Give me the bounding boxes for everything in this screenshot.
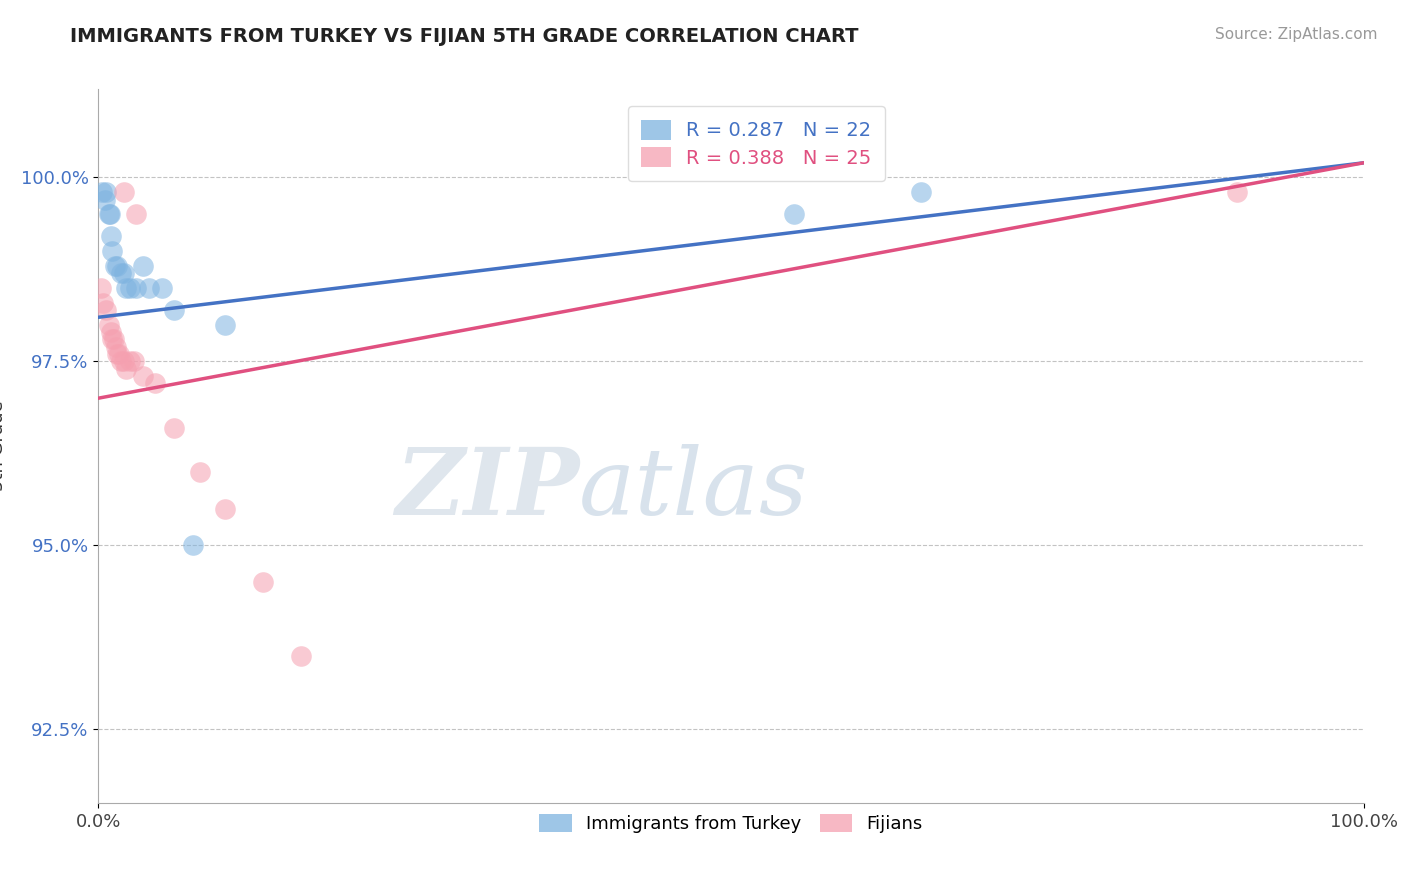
Text: ZIP: ZIP: [395, 444, 579, 533]
Point: [110, 354, 132, 368]
Point: [125, 207, 148, 221]
Point: [90, 281, 112, 295]
Point: [290, 648, 312, 663]
Point: [94, 302, 117, 317]
Text: IMMIGRANTS FROM TURKEY VS FIJIAN 5TH GRADE CORRELATION CHART: IMMIGRANTS FROM TURKEY VS FIJIAN 5TH GRA…: [70, 27, 859, 45]
Point: [100, 229, 122, 244]
Point: [107, 259, 129, 273]
Point: [93, 295, 115, 310]
Point: [112, 266, 135, 280]
Point: [112, 185, 135, 199]
Point: [910, 185, 932, 199]
Point: [97, 318, 120, 332]
Point: [97, 207, 120, 221]
Point: [120, 281, 141, 295]
Point: [94, 185, 117, 199]
Point: [101, 244, 124, 258]
Y-axis label: 5th Grade: 5th Grade: [0, 401, 7, 491]
Point: [125, 281, 148, 295]
Point: [105, 340, 128, 354]
Point: [783, 207, 806, 221]
Legend: Immigrants from Turkey, Fijians: Immigrants from Turkey, Fijians: [529, 803, 934, 844]
Point: [252, 575, 274, 590]
Point: [183, 538, 205, 552]
Text: atlas: atlas: [579, 444, 808, 533]
Point: [115, 281, 138, 295]
Point: [150, 281, 173, 295]
Point: [107, 347, 129, 361]
Point: [107, 347, 129, 361]
Point: [110, 266, 132, 280]
Point: [145, 376, 166, 391]
Point: [163, 420, 186, 434]
Point: [122, 354, 145, 368]
Point: [214, 501, 236, 516]
Point: [93, 193, 117, 207]
Point: [132, 369, 155, 384]
Point: [112, 354, 135, 368]
Point: [103, 332, 125, 346]
Point: [101, 332, 124, 346]
Point: [100, 325, 122, 339]
Point: [1226, 185, 1249, 199]
Point: [132, 259, 155, 273]
Point: [98, 207, 121, 221]
Point: [115, 361, 138, 376]
Point: [104, 259, 127, 273]
Point: [120, 354, 141, 368]
Point: [91, 185, 114, 199]
Point: [214, 318, 236, 332]
Point: [188, 465, 211, 479]
Point: [163, 302, 186, 317]
Text: Source: ZipAtlas.com: Source: ZipAtlas.com: [1215, 27, 1378, 42]
Point: [138, 281, 160, 295]
